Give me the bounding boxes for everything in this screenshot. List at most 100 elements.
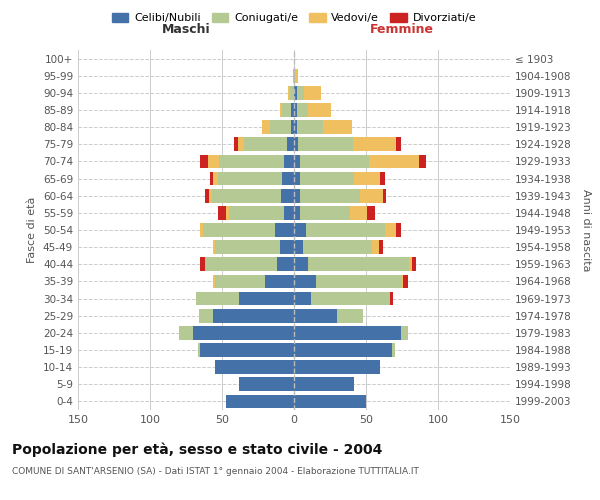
Bar [294, 394, 366, 408]
Bar [226, 206, 229, 220]
Bar [205, 189, 209, 202]
Bar [291, 120, 294, 134]
Bar [294, 172, 300, 185]
Bar [294, 120, 297, 134]
Text: Popolazione per età, sesso e stato civile - 2004: Popolazione per età, sesso e stato civil… [12, 442, 382, 457]
Bar [419, 154, 427, 168]
Bar [308, 103, 331, 117]
Bar [372, 240, 379, 254]
Bar [280, 103, 283, 117]
Bar [229, 206, 284, 220]
Bar [355, 172, 380, 185]
Bar [412, 258, 416, 271]
Bar [283, 172, 294, 185]
Legend: Celibi/Nubili, Coniugati/e, Vedovi/e, Divorziati/e: Celibi/Nubili, Coniugati/e, Vedovi/e, Di… [107, 8, 481, 28]
Bar [269, 120, 291, 134]
Bar [298, 138, 353, 151]
Bar [196, 292, 239, 306]
Bar [203, 223, 275, 237]
Bar [262, 120, 269, 134]
Bar [218, 172, 283, 185]
Bar [294, 103, 297, 117]
Bar [409, 258, 412, 271]
Bar [311, 292, 391, 306]
Bar [275, 223, 294, 237]
Bar [294, 154, 300, 168]
Bar [337, 309, 363, 322]
Bar [353, 138, 396, 151]
Bar [294, 309, 337, 322]
Bar [200, 343, 294, 357]
Bar [199, 309, 214, 322]
Bar [214, 172, 218, 185]
Bar [283, 103, 291, 117]
Bar [379, 240, 383, 254]
Bar [402, 274, 403, 288]
Bar [360, 189, 383, 202]
Bar [293, 69, 294, 82]
Bar [197, 343, 200, 357]
Bar [295, 69, 298, 82]
Bar [200, 258, 205, 271]
Y-axis label: Fasce di età: Fasce di età [28, 197, 37, 263]
Bar [288, 86, 290, 100]
Bar [214, 274, 215, 288]
Bar [323, 120, 352, 134]
Bar [294, 292, 311, 306]
Bar [239, 292, 294, 306]
Bar [294, 138, 298, 151]
Bar [391, 292, 394, 306]
Bar [291, 103, 294, 117]
Text: Maschi: Maschi [161, 24, 211, 36]
Bar [300, 189, 360, 202]
Bar [209, 189, 212, 202]
Bar [294, 223, 305, 237]
Bar [284, 206, 294, 220]
Bar [305, 223, 385, 237]
Bar [200, 223, 203, 237]
Y-axis label: Anni di nascita: Anni di nascita [581, 188, 591, 271]
Bar [294, 206, 300, 220]
Bar [212, 189, 281, 202]
Bar [294, 274, 316, 288]
Bar [244, 138, 287, 151]
Bar [294, 69, 295, 82]
Bar [304, 86, 322, 100]
Bar [297, 120, 323, 134]
Bar [219, 154, 284, 168]
Bar [265, 274, 294, 288]
Bar [385, 223, 396, 237]
Bar [294, 360, 380, 374]
Bar [294, 240, 302, 254]
Bar [280, 240, 294, 254]
Bar [226, 394, 294, 408]
Bar [215, 274, 265, 288]
Bar [215, 240, 280, 254]
Bar [179, 326, 193, 340]
Bar [287, 138, 294, 151]
Bar [369, 154, 419, 168]
Bar [396, 138, 401, 151]
Bar [294, 343, 392, 357]
Bar [294, 378, 355, 391]
Text: COMUNE DI SANT'ARSENIO (SA) - Dati ISTAT 1° gennaio 2004 - Elaborazione TUTTITAL: COMUNE DI SANT'ARSENIO (SA) - Dati ISTAT… [12, 468, 419, 476]
Bar [211, 172, 214, 185]
Bar [300, 172, 355, 185]
Bar [208, 154, 219, 168]
Text: Femmine: Femmine [370, 24, 434, 36]
Bar [238, 138, 244, 151]
Bar [316, 274, 402, 288]
Bar [215, 360, 294, 374]
Bar [294, 189, 300, 202]
Bar [297, 86, 304, 100]
Bar [218, 206, 226, 220]
Bar [403, 274, 408, 288]
Bar [277, 258, 294, 271]
Bar [396, 223, 401, 237]
Bar [281, 189, 294, 202]
Bar [200, 154, 208, 168]
Bar [284, 154, 294, 168]
Bar [294, 86, 297, 100]
Bar [239, 378, 294, 391]
Bar [297, 103, 308, 117]
